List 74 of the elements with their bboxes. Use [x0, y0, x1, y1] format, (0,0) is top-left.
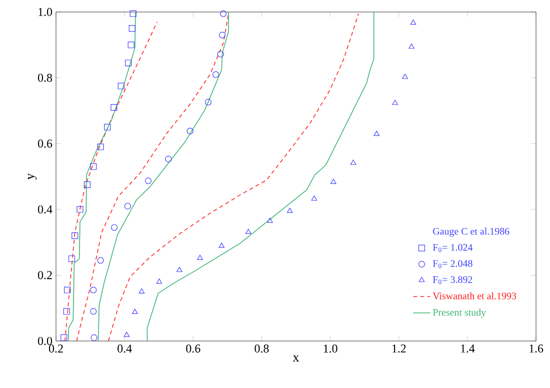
point — [110, 224, 118, 231]
point — [110, 104, 118, 111]
point — [165, 156, 172, 162]
point — [64, 286, 71, 294]
point — [392, 100, 398, 105]
point — [97, 257, 104, 264]
point — [63, 308, 70, 315]
x-tick-label: 0.4 — [118, 344, 132, 353]
point — [76, 206, 84, 213]
point — [84, 181, 90, 188]
point — [311, 196, 318, 201]
point — [186, 128, 194, 134]
point — [124, 202, 131, 210]
point — [218, 242, 224, 248]
point — [68, 255, 76, 262]
point — [408, 44, 414, 49]
point — [128, 42, 134, 48]
point — [374, 130, 380, 136]
legend-title: Gauge C et al.1986 — [433, 228, 510, 237]
line-series — [146, 12, 374, 341]
legend-label: F$_{0}$= 2.048 — [432, 260, 472, 268]
point — [72, 232, 78, 240]
point — [90, 334, 98, 341]
x-tick-label: 1.2 — [392, 344, 406, 353]
y-tick-label: 0.6 — [38, 140, 52, 148]
point — [286, 208, 293, 213]
point — [130, 10, 136, 17]
point — [104, 124, 111, 130]
point — [267, 218, 273, 223]
point — [204, 98, 212, 106]
point — [330, 178, 336, 184]
x-tick-label: 0.2 — [48, 344, 63, 353]
point — [219, 32, 226, 38]
x-tick-label: 1.0 — [324, 344, 338, 353]
point — [125, 60, 132, 66]
x-tick-label: 0.6 — [186, 344, 200, 353]
x-tick-label: 0.8 — [254, 344, 269, 353]
line-series — [64, 21, 158, 341]
point — [118, 82, 124, 90]
point — [90, 163, 97, 170]
point — [60, 334, 68, 341]
point — [156, 278, 162, 284]
y-tick-label: 0.8 — [38, 74, 52, 82]
point — [410, 20, 416, 25]
x-tick-label: 1.4 — [461, 344, 475, 353]
point — [97, 144, 104, 150]
point — [350, 160, 356, 165]
point — [176, 266, 182, 272]
y-tick-label: 0.4 — [38, 205, 52, 214]
legend-label: F$_{0}$= 1.024 — [432, 244, 473, 252]
point — [212, 71, 220, 78]
y-tick-label: 0.2 — [38, 271, 52, 280]
point — [217, 50, 224, 58]
point — [138, 288, 145, 294]
point — [144, 177, 152, 184]
point — [124, 332, 130, 337]
legend-label: Present study — [432, 308, 486, 318]
point — [90, 308, 97, 315]
y-tick-label: 1.0 — [38, 8, 52, 16]
point — [128, 25, 136, 32]
point — [132, 308, 138, 314]
line-series — [68, 12, 136, 341]
point — [220, 10, 227, 17]
point — [90, 286, 97, 294]
legend-label: F$_{0}$= 3.892 — [432, 276, 472, 284]
point — [197, 254, 203, 260]
x-tick-label: 1.6 — [530, 344, 544, 353]
y-tick-label: 0.0 — [38, 336, 52, 346]
line-series — [108, 13, 359, 341]
point — [245, 228, 252, 234]
legend-label: Viswanath et al.1993 — [432, 292, 516, 300]
y-axis-title: y — [28, 173, 37, 180]
x-axis-title: x — [292, 356, 300, 362]
point — [402, 74, 408, 79]
